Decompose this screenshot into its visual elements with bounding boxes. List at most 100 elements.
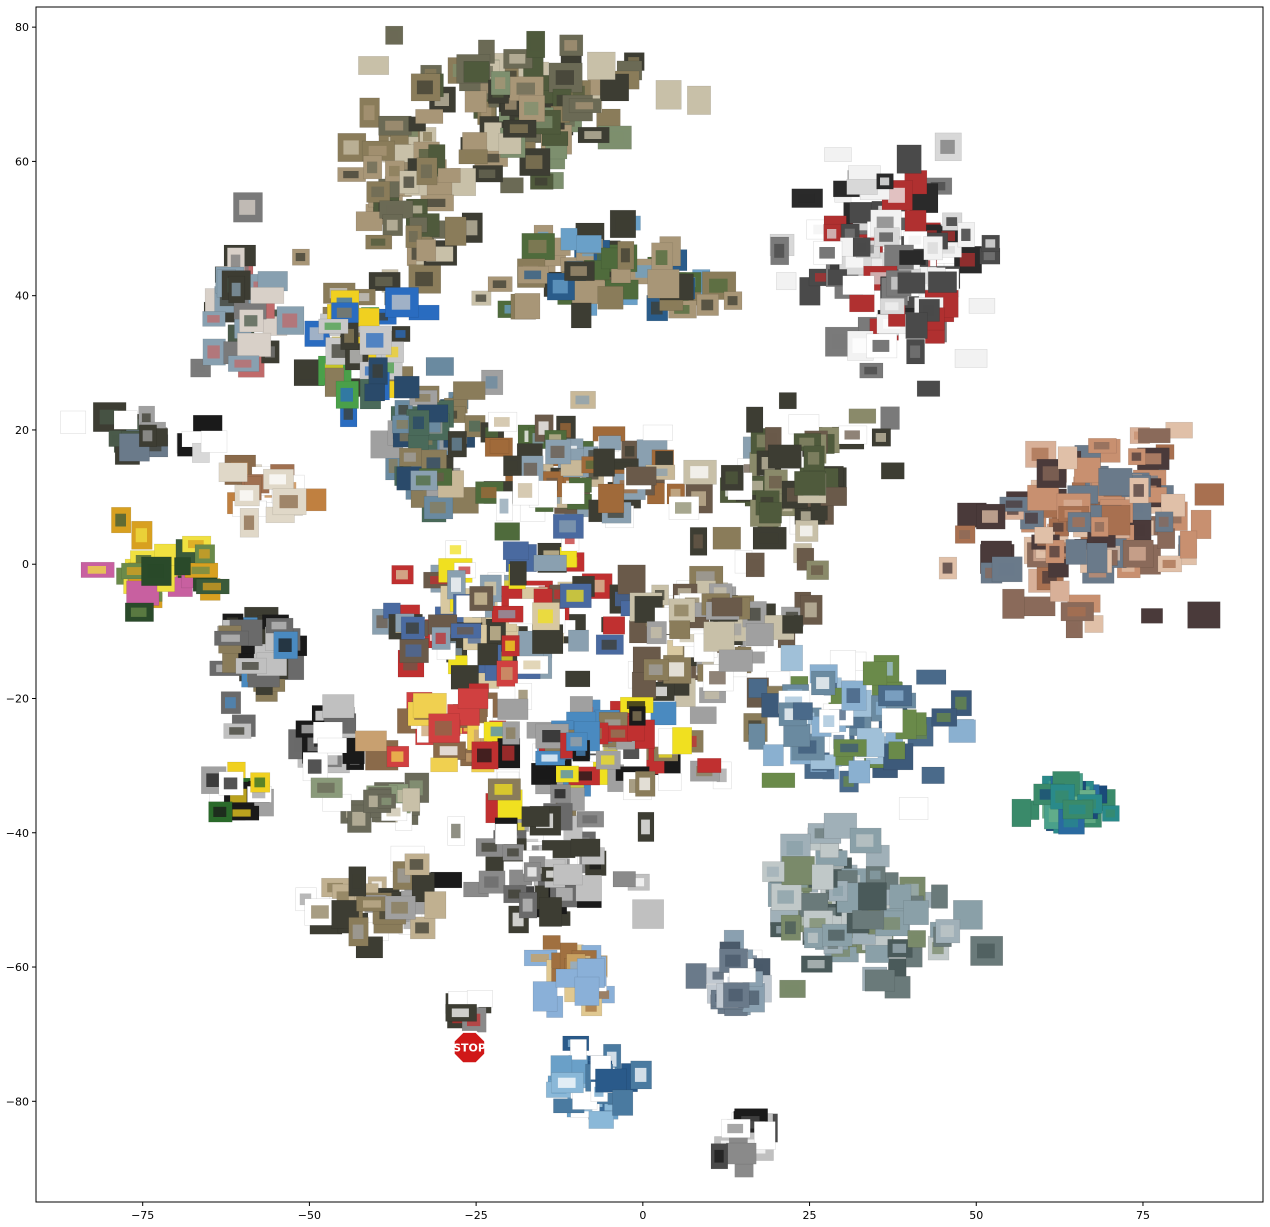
thumbnail-point bbox=[968, 298, 996, 314]
thumbnail-point bbox=[452, 381, 486, 400]
thumbnail-point bbox=[60, 410, 87, 434]
thumbnail-detail bbox=[585, 1003, 597, 1012]
thumbnail-detail bbox=[403, 452, 416, 462]
thumbnail-detail bbox=[410, 205, 423, 219]
y-tick-label: −60 bbox=[6, 961, 29, 974]
thumbnail-detail bbox=[648, 664, 663, 675]
cluster-10 bbox=[176, 414, 228, 463]
thumbnail-detail bbox=[241, 662, 259, 670]
thumbnail-detail bbox=[570, 737, 582, 747]
thumbnail-detail bbox=[844, 430, 860, 440]
thumbnail-detail bbox=[940, 925, 954, 937]
thumbnail-detail bbox=[691, 93, 705, 108]
thumbnail-detail bbox=[615, 217, 630, 231]
thumbnail-detail bbox=[1143, 453, 1162, 465]
thumbnail-point bbox=[655, 80, 682, 110]
thumbnail-point bbox=[588, 1110, 614, 1129]
thumbnail-point bbox=[703, 621, 735, 652]
cluster-5 bbox=[769, 132, 1001, 430]
thumbnail-point bbox=[881, 708, 903, 733]
thumbnail-detail bbox=[998, 563, 1015, 576]
thumbnail-detail bbox=[243, 515, 255, 530]
thumbnail-point bbox=[250, 287, 285, 304]
thumbnail-point bbox=[712, 526, 741, 550]
thumbnail-detail bbox=[231, 282, 241, 297]
thumbnail-detail bbox=[523, 462, 538, 477]
cluster-27 bbox=[685, 929, 772, 1017]
thumbnail-detail bbox=[568, 783, 584, 792]
thumbnail-detail bbox=[225, 655, 235, 667]
thumbnail-point bbox=[647, 269, 680, 299]
thumbnail-detail bbox=[610, 729, 626, 738]
thumbnail-detail bbox=[396, 420, 409, 429]
thumbnail-detail bbox=[391, 294, 411, 310]
thumbnail-detail bbox=[300, 366, 317, 380]
thumbnail-point bbox=[888, 741, 906, 760]
cluster-26 bbox=[938, 421, 1225, 639]
cluster-8 bbox=[668, 392, 905, 580]
thumbnail-point bbox=[364, 383, 386, 402]
thumbnail-detail bbox=[541, 754, 558, 762]
thumbnail-detail bbox=[142, 430, 153, 442]
thumbnail-detail bbox=[534, 177, 548, 186]
thumbnail-detail bbox=[336, 307, 352, 318]
thumbnail-point bbox=[862, 661, 888, 686]
thumbnail-detail bbox=[355, 293, 370, 302]
thumbnail-detail bbox=[1105, 809, 1116, 818]
thumbnail-detail bbox=[408, 231, 418, 243]
thumbnail-detail bbox=[1195, 517, 1206, 532]
thumbnail-detail bbox=[424, 68, 437, 77]
thumbnail-detail bbox=[478, 169, 496, 178]
thumbnail-point bbox=[697, 758, 722, 773]
thumbnail-point bbox=[748, 723, 766, 750]
thumbnail-detail bbox=[530, 954, 549, 962]
cluster-0 bbox=[358, 25, 711, 197]
thumbnail-detail bbox=[415, 922, 429, 934]
cluster-28 bbox=[523, 935, 615, 1018]
thumbnail-detail bbox=[568, 983, 579, 996]
thumbnail-detail bbox=[940, 139, 955, 154]
thumbnail-detail bbox=[477, 748, 492, 763]
thumbnail-detail bbox=[234, 359, 252, 368]
thumbnail-detail bbox=[961, 228, 971, 241]
thumbnail-detail bbox=[769, 475, 782, 489]
thumbnail-detail bbox=[559, 520, 576, 533]
y-tick-label: −20 bbox=[6, 692, 29, 705]
thumbnail-detail bbox=[213, 806, 227, 817]
thumbnail-point bbox=[593, 448, 615, 477]
thumbnail-detail bbox=[807, 452, 820, 465]
thumbnail-point bbox=[568, 629, 589, 652]
thumbnail-detail bbox=[638, 906, 656, 922]
thumbnail-point bbox=[905, 312, 928, 339]
thumbnail-detail bbox=[490, 726, 510, 737]
thumbnail-point bbox=[857, 882, 887, 911]
thumbnail-detail bbox=[202, 582, 221, 591]
thumbnail-point bbox=[1073, 457, 1101, 484]
thumbnail-point bbox=[612, 871, 636, 888]
thumbnail-detail bbox=[550, 445, 565, 458]
thumbnail-detail bbox=[840, 743, 859, 753]
thumbnail-detail bbox=[815, 273, 832, 282]
thumbnail-detail bbox=[427, 198, 446, 207]
thumbnail-detail bbox=[1031, 447, 1049, 461]
thumbnail-point bbox=[811, 864, 834, 890]
thumbnail-point bbox=[597, 483, 625, 514]
thumbnail-detail bbox=[1005, 500, 1023, 508]
thumbnail-detail bbox=[507, 848, 519, 857]
thumbnail-point bbox=[463, 61, 490, 83]
thumbnail-detail bbox=[498, 610, 516, 619]
thumbnail-detail bbox=[639, 777, 651, 791]
thumbnail-detail bbox=[800, 511, 818, 520]
thumbnail-point bbox=[502, 541, 529, 561]
thumbnail-detail bbox=[244, 315, 258, 327]
cluster-20 bbox=[310, 772, 465, 846]
thumbnail-detail bbox=[985, 567, 997, 579]
cluster-15 bbox=[209, 606, 308, 739]
thumbnail-detail bbox=[428, 898, 441, 912]
thumbnail-detail bbox=[799, 437, 815, 447]
thumbnail-detail bbox=[800, 525, 813, 537]
thumbnail-detail bbox=[942, 562, 953, 574]
thumbnail-point bbox=[489, 439, 510, 454]
thumbnail-detail bbox=[804, 602, 817, 618]
thumbnail-point bbox=[819, 843, 839, 858]
